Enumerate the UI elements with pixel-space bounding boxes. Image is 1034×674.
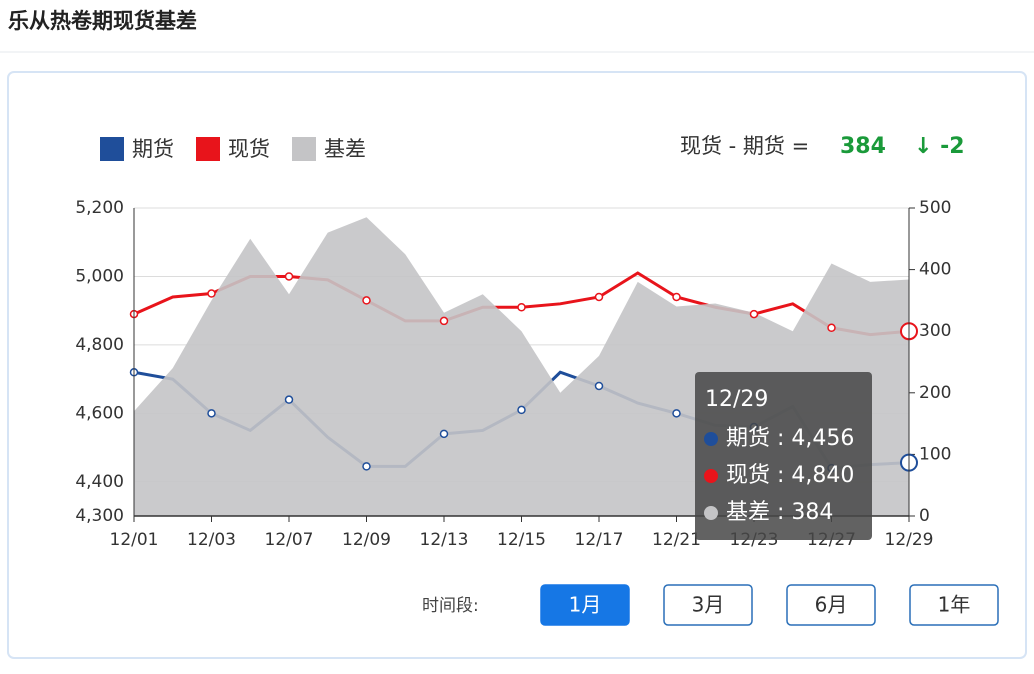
tooltip bbox=[695, 372, 872, 540]
tooltip-item: 基差 : 384 bbox=[726, 500, 833, 525]
range-button[interactable] bbox=[663, 584, 753, 626]
point bbox=[594, 292, 604, 302]
y-tick-label: 4,600 bbox=[75, 403, 124, 423]
y-tick-label: 4,300 bbox=[75, 506, 124, 526]
x-tick-label: 12/07 bbox=[265, 530, 314, 550]
x-tick-label: 12/29 bbox=[885, 530, 934, 550]
point bbox=[284, 395, 294, 404]
range-label: 时间段: bbox=[422, 596, 479, 616]
x-tick-label: 12/01 bbox=[110, 530, 159, 550]
x-tick-label: 12/21 bbox=[652, 530, 701, 550]
range-button[interactable] bbox=[786, 584, 876, 626]
y2-tick-label: 400 bbox=[919, 260, 951, 280]
page-title: 乐从热卷期现货基差 bbox=[8, 9, 197, 33]
point bbox=[362, 296, 371, 305]
point bbox=[207, 409, 216, 418]
point bbox=[439, 429, 449, 439]
x-tick-label: 12/03 bbox=[187, 530, 236, 550]
summary-label: 现货 - 期货 = bbox=[680, 134, 809, 158]
legend-swatch bbox=[196, 137, 220, 161]
point bbox=[827, 323, 836, 333]
y2-tick-label: 500 bbox=[919, 198, 951, 218]
point bbox=[362, 462, 371, 471]
summary-change: ↓ -2 bbox=[914, 134, 965, 159]
legend-swatch bbox=[100, 137, 124, 161]
tooltip-dot bbox=[704, 469, 718, 483]
point bbox=[517, 302, 526, 312]
point bbox=[594, 381, 604, 391]
point bbox=[749, 309, 759, 319]
range-button[interactable] bbox=[540, 584, 630, 626]
point bbox=[439, 316, 449, 326]
y-tick-label: 5,200 bbox=[75, 198, 124, 218]
x-tick-label: 12/17 bbox=[575, 530, 624, 550]
range-button-label[interactable]: 3月 bbox=[692, 593, 725, 617]
x-tick-label: 12/13 bbox=[420, 530, 469, 550]
range-button-label[interactable]: 1年 bbox=[938, 593, 971, 617]
x-tick-label: 12/09 bbox=[342, 530, 391, 550]
tooltip-item: 现货 : 4,840 bbox=[726, 463, 854, 488]
y-tick-label: 4,800 bbox=[75, 335, 124, 355]
tooltip-dot bbox=[704, 506, 718, 520]
legend-label: 期货 bbox=[132, 137, 174, 161]
y2-tick-label: 0 bbox=[919, 506, 930, 526]
point bbox=[672, 292, 681, 302]
tooltip-dot bbox=[704, 432, 718, 446]
y2-tick-label: 300 bbox=[919, 321, 951, 341]
legend-label: 现货 bbox=[228, 137, 270, 161]
legend-label: 基差 bbox=[324, 137, 366, 161]
range-button[interactable] bbox=[909, 584, 999, 626]
point bbox=[284, 272, 294, 281]
y2-tick-label: 200 bbox=[919, 383, 951, 403]
summary-value: 384 bbox=[840, 134, 886, 159]
x-tick-label: 12/15 bbox=[497, 530, 546, 550]
y-tick-label: 4,400 bbox=[75, 472, 124, 492]
point bbox=[207, 289, 216, 298]
y-tick-label: 5,000 bbox=[75, 266, 124, 286]
tooltip-title: 12/29 bbox=[705, 387, 768, 412]
point bbox=[517, 405, 526, 415]
legend-swatch bbox=[292, 137, 316, 161]
range-button-label[interactable]: 6月 bbox=[815, 593, 848, 617]
point bbox=[672, 409, 681, 418]
range-button-label[interactable]: 1月 bbox=[569, 593, 602, 617]
y2-tick-label: 100 bbox=[919, 444, 951, 464]
tooltip-item: 期货 : 4,456 bbox=[726, 426, 854, 451]
